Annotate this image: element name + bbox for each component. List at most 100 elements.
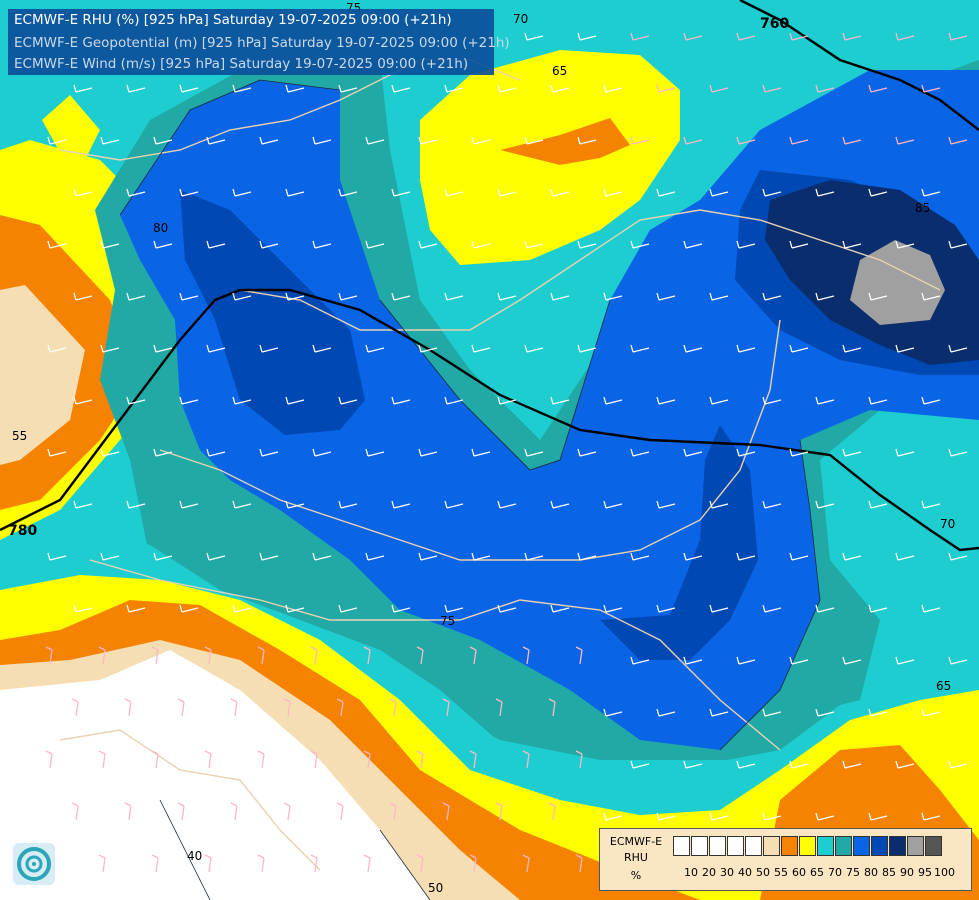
wind-barb [577,448,597,457]
wind-barb [98,750,106,769]
wind-barb [868,812,888,821]
rhu-90-zone [850,240,945,325]
wind-barb [789,656,809,665]
legend-swatches [673,836,943,856]
wind-barb [842,656,862,665]
wind-barb [471,448,491,457]
wind-barb [418,552,438,561]
wind-barb [177,698,185,717]
wind-barb [709,604,729,613]
legend-swatch [889,836,906,856]
wind-barb [524,344,544,353]
wind-barb [442,698,450,717]
wind-barb [656,500,676,509]
wind-barb [206,448,226,457]
legend-swatch [781,836,798,856]
wind-barb [45,750,53,769]
wind-barb [179,604,199,613]
wind-barb [789,32,809,41]
wind-barb [550,292,570,301]
wind-barb [736,344,756,353]
legend-tick-label: 100 [934,866,955,879]
wind-barb [126,604,146,613]
wind-barb [151,646,159,665]
wind-barb [603,84,623,93]
wind-barb [789,240,809,249]
rhu-contours [119,79,821,900]
wind-barb [179,500,199,509]
wind-barb [257,646,265,665]
wind-barb [338,84,358,93]
wind-barb [495,698,503,717]
wind-barb [789,344,809,353]
wind-barb [736,136,756,145]
wind-barb [259,552,279,561]
wind-barb [603,188,623,197]
wind-barb [575,854,583,873]
wind-barb [630,240,650,249]
wind-barb [895,760,915,769]
wind-barb [47,136,67,145]
wind-barb [522,750,530,769]
wind-barb [495,802,503,821]
wind-barb [868,708,888,717]
wind-barb [630,656,650,665]
wind-barb [709,812,729,821]
wind-barb [497,292,517,301]
wind-barb [98,854,106,873]
legend-swatch [925,836,942,856]
legend-label-variable: RHU [624,851,648,864]
wind-barb [151,750,159,769]
legend-tick-label: 20 [702,866,716,879]
wind-barb [47,344,67,353]
wind-barb [762,812,782,821]
wind-barb [683,32,703,41]
wind-barb [151,854,159,873]
wind-barb [257,854,265,873]
rhu-label-65-top: 65 [552,64,567,78]
wind-barb [47,240,67,249]
wind-barb [471,136,491,145]
rhu-label-65-southeast: 65 [936,679,951,693]
wind-barb [153,448,173,457]
wind-barb [656,84,676,93]
wind-barb [391,604,411,613]
wind-barb [868,292,888,301]
wind-barb [232,396,252,405]
wind-barb [842,552,862,561]
wind-barb [948,240,968,249]
rhu-lt50-zone-south [0,650,430,900]
wind-barb [126,84,146,93]
wind-barb [310,646,318,665]
wind-barb [204,750,212,769]
wind-barb [603,292,623,301]
wind-barb [259,344,279,353]
wind-barb [815,84,835,93]
wind-barb [630,344,650,353]
wind-barb [575,646,583,665]
legend-swatch [709,836,726,856]
wind-barb [365,552,385,561]
wind-barb [100,552,120,561]
wind-barb [230,802,238,821]
wind-barb [762,292,782,301]
wind-barb [789,448,809,457]
wind-barb [815,500,835,509]
wind-barb [363,646,371,665]
wind-barb [312,552,332,561]
wind-barb [363,854,371,873]
wind-barb [895,656,915,665]
wind-barb [204,646,212,665]
wind-barb [815,708,835,717]
wind-barb [709,708,729,717]
wind-barb [868,500,888,509]
wind-barb [47,552,67,561]
wind-barb [815,292,835,301]
wind-barb [630,552,650,561]
wind-barb [656,188,676,197]
wind-barb [550,396,570,405]
wind-barb [338,188,358,197]
legend-tick-label: 55 [774,866,788,879]
wind-barb [683,344,703,353]
